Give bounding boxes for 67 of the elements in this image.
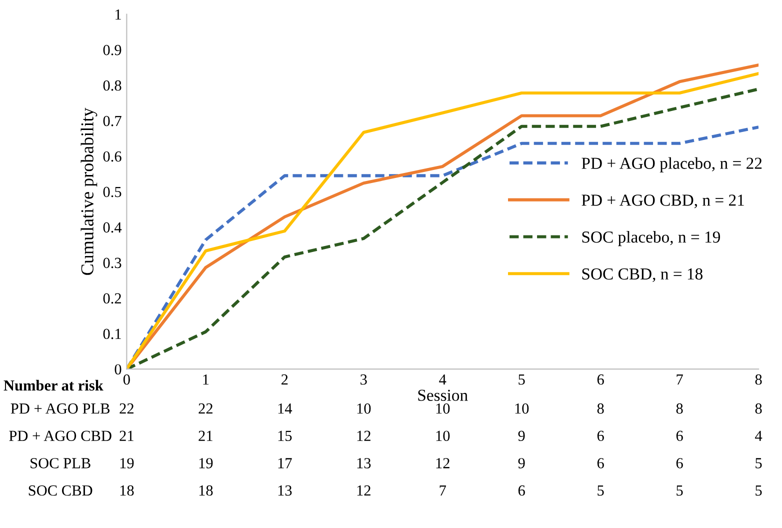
text: Number at risk — [4, 380, 104, 391]
x-tick-label: 3 — [360, 374, 367, 385]
y-tick-label: 0.8 — [103, 80, 122, 91]
text: SOC PLB — [30, 458, 90, 468]
text: 8 — [597, 403, 604, 414]
text: 5 — [598, 486, 604, 496]
text: 10 — [436, 430, 450, 442]
x-tick-label: 6 — [597, 374, 604, 385]
text: 6 — [597, 458, 604, 468]
legend-label: PD + AGO placebo, n = 22 — [582, 157, 762, 172]
text: 21 — [198, 430, 212, 441]
text: 8 — [755, 403, 762, 414]
text: 10 — [515, 403, 529, 414]
text: 12 — [357, 430, 370, 441]
y-axis-title: Cumulative probability — [80, 108, 98, 275]
y-tick-label: 0.1 — [103, 328, 121, 340]
text: 5 — [676, 486, 683, 496]
text: 22 — [120, 403, 134, 414]
x-tick-label: 7 — [676, 374, 683, 385]
x-tick-label: 4 — [439, 374, 446, 385]
text: 22 — [198, 403, 212, 414]
text: 5 — [756, 458, 762, 468]
text: 21 — [120, 430, 134, 441]
text: 6 — [597, 430, 604, 442]
text: 18 — [120, 485, 134, 496]
text: 10 — [357, 403, 371, 414]
text: 5 — [756, 486, 762, 496]
x-tick-label: 5 — [518, 374, 525, 385]
text: 6 — [676, 458, 683, 468]
x-tick-label: 8 — [755, 374, 762, 385]
y-tick-label: 0.9 — [103, 44, 122, 56]
y-tick-label: 0.4 — [103, 222, 122, 233]
y-tick-label: 0 — [114, 364, 122, 375]
text: 4 — [755, 430, 762, 441]
y-tick-label: 0.5 — [103, 186, 122, 198]
x-axis-title: Session — [418, 390, 468, 401]
legend-label: SOC CBD, n = 18 — [582, 268, 702, 282]
y-tick-label: 1 — [116, 9, 121, 20]
text: 7 — [440, 486, 446, 496]
text: PD + AGO PLB — [10, 403, 110, 414]
text: 10 — [436, 403, 450, 414]
text: 6 — [518, 485, 525, 496]
y-tick-label: 0.6 — [103, 151, 122, 162]
text: 15 — [278, 430, 292, 442]
text: 14 — [278, 403, 292, 414]
text: 9 — [518, 458, 525, 468]
y-tick-label: 0.2 — [103, 293, 121, 304]
x-tick-label: 1 — [203, 374, 209, 385]
legend-label: SOC placebo, n = 19 — [582, 230, 720, 246]
text: 6 — [676, 430, 683, 442]
text: 19 — [199, 458, 213, 468]
text: 17 — [278, 458, 292, 468]
text: 13 — [357, 458, 371, 468]
legend-label: PD + AGO CBD, n = 21 — [582, 194, 744, 208]
text: 9 — [518, 430, 525, 442]
x-tick-label: 2 — [282, 374, 288, 385]
text: 18 — [199, 485, 213, 496]
text: 8 — [676, 403, 683, 414]
text: 12 — [357, 485, 370, 496]
text: 19 — [120, 458, 134, 468]
y-tick-label: 0.7 — [103, 116, 122, 126]
text: PD + AGO CBD — [9, 430, 112, 442]
y-tick-label: 0.3 — [103, 258, 122, 268]
text: 12 — [436, 458, 450, 468]
x-tick-label: 0 — [123, 374, 130, 385]
text: 13 — [278, 485, 292, 496]
text: SOC CBD — [28, 485, 92, 496]
